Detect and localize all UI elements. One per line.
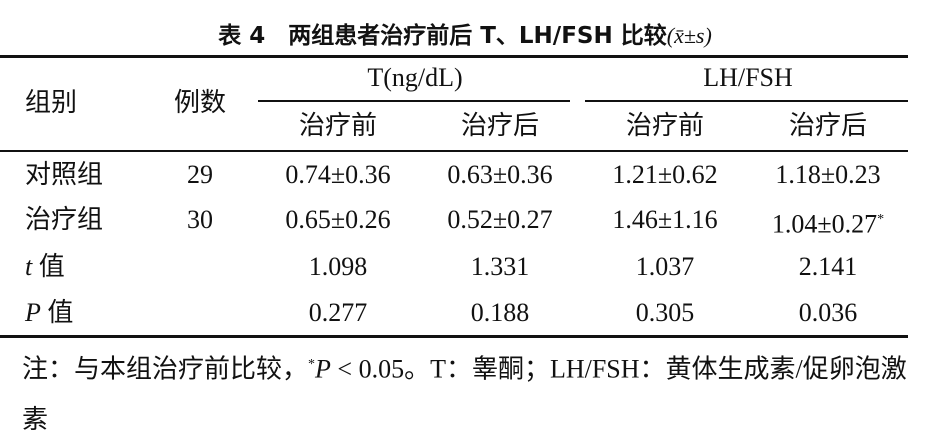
header-cell: 例数: [173, 88, 227, 117]
value-text: 0.277: [308, 298, 368, 327]
row-label-text: 对照组: [25, 160, 104, 189]
note-italic: P: [315, 354, 331, 384]
row-label-italic: t: [25, 252, 33, 281]
title-text: 两组患者治疗前后 T、LH/FSH 比较: [288, 23, 667, 49]
note-text: 注：与本组治疗前比较，: [22, 354, 309, 384]
count-cell: 30: [187, 205, 213, 234]
table-note: 注：与本组治疗前比较，*P < 0.05。T：睾酮；LH/FSH：黄体生成素/促…: [22, 340, 912, 445]
header-cell: 治疗后: [460, 111, 540, 140]
row-label: t 值: [25, 252, 65, 282]
value-text: 1.18±0.23: [775, 160, 881, 189]
row-label-italic: P: [25, 298, 41, 327]
note-mark: *: [308, 357, 316, 372]
value-text: 0.52±0.27: [447, 205, 553, 234]
value-cell: 0.036: [799, 298, 858, 328]
value-cell: 0.74±0.36: [285, 160, 390, 190]
group-rule: [258, 100, 570, 102]
value-cell: 0.52±0.27: [447, 205, 552, 235]
value-cell: 1.037: [636, 252, 695, 282]
value-text: 1.331: [470, 252, 530, 281]
value-cell: 1.098: [309, 252, 368, 282]
row-label: 治疗组: [25, 205, 103, 235]
value-cell: 1.331: [471, 252, 530, 282]
value-text: 0.63±0.36: [447, 160, 553, 189]
table-title: 表 4 两组患者治疗前后 T、LH/FSH 比较(x̄±s): [0, 16, 930, 50]
row-label: 对照组: [25, 160, 103, 190]
group-rule: [585, 100, 908, 102]
row-label-text: 值: [47, 298, 74, 327]
value-text: 1.037: [635, 252, 695, 281]
value-cell: 1.18±0.23: [775, 160, 880, 190]
row-label: P 值: [25, 298, 73, 328]
value-text: 0.036: [798, 298, 858, 327]
value-cell: 1.21±0.62: [612, 160, 717, 190]
value-cell: 0.65±0.26: [285, 205, 390, 235]
title-number: 表 4: [218, 23, 266, 49]
top-rule: [0, 55, 908, 58]
value-cell: 0.305: [636, 298, 695, 328]
header-rule: [0, 150, 908, 152]
value-text: 1.098: [308, 252, 368, 281]
value-cell: 0.63±0.36: [447, 160, 552, 190]
header-cell: T(ng/dL): [367, 63, 463, 92]
value-cell: 1.04±0.27*: [772, 205, 884, 240]
value-text: 0.305: [635, 298, 695, 327]
title-stat: (x̄±s): [666, 23, 712, 48]
bottom-rule: [0, 335, 908, 338]
header-cell: 治疗前: [625, 111, 705, 140]
row-label-text: 值: [38, 252, 65, 281]
value-cell: 0.188: [471, 298, 530, 328]
header-cell: 治疗后: [788, 111, 868, 140]
value-text: 0.65±0.26: [285, 205, 391, 234]
value-text: 1.04±0.27: [771, 209, 878, 239]
row-label-text: 治疗组: [25, 205, 104, 234]
value-text: 0.74±0.36: [285, 160, 391, 189]
value-cell: 0.277: [309, 298, 368, 328]
header-cell: 组别: [25, 88, 78, 117]
value-cell: 2.141: [799, 252, 858, 282]
value-mark: *: [877, 212, 885, 227]
count-cell: 29: [187, 160, 213, 189]
value-cell: 1.46±1.16: [612, 205, 717, 235]
value-text: 0.188: [470, 298, 530, 327]
value-text: 1.21±0.62: [612, 160, 718, 189]
header-cell: 治疗前: [298, 111, 378, 140]
header-cell: LH/FSH: [703, 63, 793, 92]
note-text: < 0.05。T：睾酮；LH/FSH：黄体生成素/促卵泡激素: [22, 354, 907, 434]
value-text: 2.141: [798, 252, 858, 281]
value-text: 1.46±1.16: [612, 205, 718, 234]
